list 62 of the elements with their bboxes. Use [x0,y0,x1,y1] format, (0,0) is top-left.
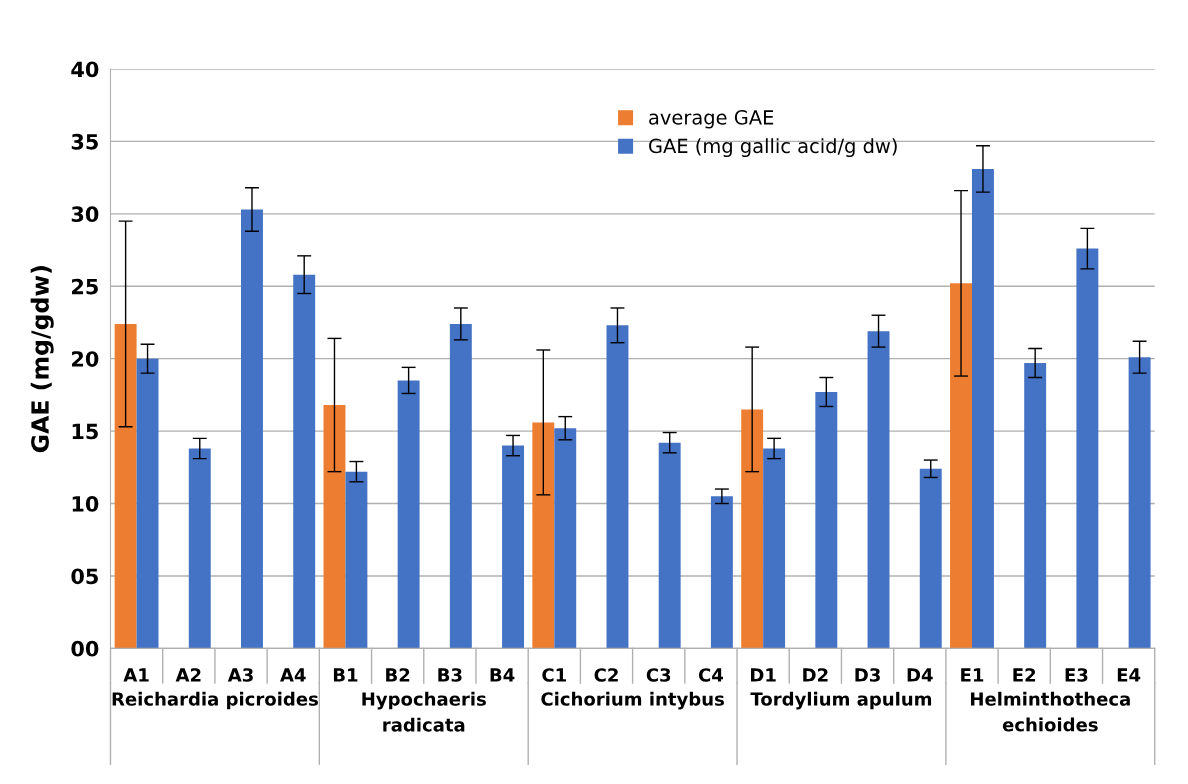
x-tick-label: E4 [1117,668,1141,682]
bar [136,358,159,649]
y-tick-label: 35 [71,133,98,150]
text: Helminthotheca echioides [971,691,1130,732]
bar [815,391,838,649]
bar [710,496,733,649]
x-tick-label: A3 [227,668,253,682]
bar [502,445,525,649]
x-tick-label: C4 [698,668,724,682]
bar [532,422,555,649]
bar [345,471,368,649]
bar [658,442,681,649]
y-tick-label: 25 [72,278,98,295]
y-axis-title: GAE (mg/gdw) [30,266,54,453]
y-tick-label: 40 [71,61,99,78]
bar [449,323,472,649]
bar [241,209,263,649]
x-tick-label: A2 [175,668,201,682]
y-tick-label: 20 [72,351,99,367]
bar [606,325,629,649]
bar [293,274,316,649]
y-tick-label: 15 [72,423,98,440]
bar [397,380,420,649]
x-tick-label: A1 [123,668,149,682]
bar [971,168,994,649]
bar [741,409,764,649]
x-tick-label: D1 [751,668,776,682]
x-tick-label: C1 [542,668,566,682]
bar [114,323,137,649]
x-tick-label: E2 [1013,668,1036,682]
x-tick-label: B1 [333,668,358,682]
x-tick-label: D3 [855,668,880,682]
x-tick-label: E3 [1065,668,1088,682]
x-tick-label: A4 [280,668,306,682]
bar [554,428,577,649]
bar [950,283,972,649]
x-tick-label: D2 [803,668,828,682]
x-tick-label: B2 [386,668,410,682]
x-tick-label: B3 [438,668,462,682]
text: Reichardia picroides [112,691,318,710]
x-tick-label: C2 [594,668,618,682]
bar [867,331,890,649]
x-tick-label: B4 [490,668,515,682]
bar [1024,363,1047,649]
y-tick-label: 05 [71,568,98,585]
text: Tordylium apulum [750,691,932,710]
text: Cichorium intybus [541,691,724,710]
bar [1128,357,1151,649]
text: Hypochaeris radicata [362,691,486,732]
legend-label: average GAE [649,110,774,129]
y-tick-label: 30 [71,206,99,223]
y-tick-label: 00 [71,640,99,657]
bar [188,448,211,649]
bar [919,468,942,649]
x-tick-label: D4 [907,668,933,682]
bar [1076,248,1099,649]
x-tick-label: E1 [961,668,984,682]
bar [323,405,346,649]
legend-label: GAE (mg gallic acid/g dw) [649,138,897,158]
bar [763,448,786,649]
x-tick-label: C3 [646,668,671,682]
y-tick-label: 10 [72,495,99,512]
